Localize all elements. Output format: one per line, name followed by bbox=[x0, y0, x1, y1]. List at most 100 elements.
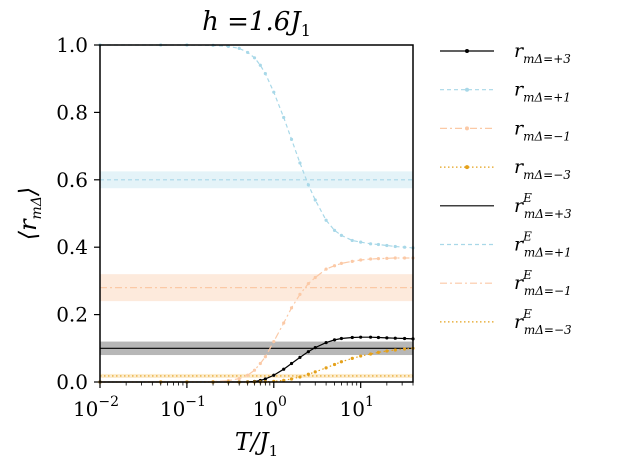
data-point-s1-10 bbox=[272, 90, 276, 94]
data-point-s0-25 bbox=[402, 336, 407, 341]
data-point-s0-23 bbox=[385, 336, 389, 340]
data-point-s1-15 bbox=[313, 198, 317, 202]
data-point-s1-22 bbox=[376, 242, 381, 247]
chart-title: h =1.6J1 bbox=[202, 7, 311, 40]
data-point-s3-19 bbox=[350, 356, 354, 361]
data-point-s2-9 bbox=[263, 355, 267, 359]
data-point-s3-23 bbox=[385, 349, 389, 353]
data-point-s2-19 bbox=[350, 259, 354, 263]
data-point-s2-14 bbox=[306, 281, 310, 286]
data-point-s1-6 bbox=[246, 50, 250, 55]
data-point-s1-7 bbox=[252, 56, 257, 60]
data-point-s0-21 bbox=[368, 335, 373, 339]
data-point-s2-20 bbox=[359, 258, 363, 262]
error-bands bbox=[100, 171, 413, 378]
data-point-s1-11 bbox=[282, 115, 286, 120]
data-point-s3-25 bbox=[402, 347, 407, 351]
y-tick-label: 0.2 bbox=[56, 303, 88, 327]
legend-label-6: rE mΔ=−1 bbox=[514, 268, 572, 298]
series-layer bbox=[98, 43, 415, 384]
data-point-s2-10 bbox=[272, 339, 276, 344]
data-point-s1-13 bbox=[298, 161, 302, 165]
data-point-s2-11 bbox=[282, 321, 286, 325]
legend-marker-0 bbox=[465, 49, 469, 53]
data-point-s2-5 bbox=[237, 377, 241, 381]
data-point-s3-17 bbox=[332, 362, 337, 367]
data-point-s2-12 bbox=[289, 306, 294, 310]
data-point-s1-25 bbox=[402, 245, 407, 249]
plot-frame bbox=[99, 44, 414, 383]
data-point-s2-7 bbox=[252, 368, 257, 372]
legend-label-0: rmΔ=+3 bbox=[514, 40, 571, 66]
legend: rmΔ=+3 rmΔ=+1 rmΔ=−1 rmΔ=−3 rE mΔ=+3 rE mΔ=+1 rE… bbox=[440, 40, 572, 337]
data-point-s2-25 bbox=[402, 256, 407, 260]
legend-label-4: rE mΔ=+3 bbox=[514, 191, 572, 221]
y-tick-label: 0.4 bbox=[56, 235, 88, 259]
axis-ticks: 0.0 0.2 0.4 0.6 0.8 1.0 10−2 10−1 100 101 bbox=[56, 33, 414, 421]
data-point-s1-18 bbox=[339, 233, 344, 238]
data-point-s1-5 bbox=[237, 46, 241, 50]
y-tick-label: 0.6 bbox=[56, 168, 88, 192]
data-point-s0-13 bbox=[298, 355, 302, 359]
x-tick-label: 10−2 bbox=[73, 394, 119, 421]
data-point-s0-11 bbox=[282, 367, 286, 371]
data-point-s0-10 bbox=[272, 373, 276, 377]
data-point-s0-18 bbox=[339, 336, 344, 341]
data-point-s2-24 bbox=[393, 256, 397, 260]
legend-marker-1 bbox=[465, 87, 469, 92]
y-tick-label: 0.0 bbox=[56, 370, 88, 394]
legend-marker-3 bbox=[465, 165, 469, 170]
data-point-s0-24 bbox=[393, 336, 397, 340]
data-point-s0-20 bbox=[359, 335, 363, 339]
data-point-s0-17 bbox=[332, 338, 337, 342]
x-tick-label: 10−1 bbox=[160, 394, 206, 421]
data-point-s1-20 bbox=[359, 240, 363, 244]
data-point-s3-18 bbox=[339, 360, 344, 364]
data-point-s1-12 bbox=[289, 137, 294, 141]
data-point-s2-6 bbox=[246, 373, 250, 377]
data-point-s0-15 bbox=[313, 346, 317, 350]
data-point-s3-20 bbox=[359, 354, 363, 358]
data-point-s1-19 bbox=[350, 238, 354, 243]
data-point-s0-19 bbox=[350, 335, 354, 340]
y-axis-label: ⟨rmΔ⟩ bbox=[14, 187, 45, 241]
data-point-s0-22 bbox=[376, 335, 381, 340]
y-tick-label: 1.0 bbox=[56, 33, 88, 57]
data-point-s1-16 bbox=[324, 218, 328, 222]
data-point-s0-12 bbox=[289, 361, 294, 366]
data-point-s1-24 bbox=[393, 244, 397, 249]
x-tick-label: 101 bbox=[339, 394, 373, 421]
data-point-s1-14 bbox=[306, 183, 310, 187]
data-point-s2-18 bbox=[339, 261, 344, 265]
x-axis-label: T/J1 bbox=[235, 428, 278, 460]
legend-label-3: rmΔ=−3 bbox=[514, 156, 571, 182]
data-point-s1-9 bbox=[263, 72, 267, 76]
data-point-s1-21 bbox=[368, 242, 373, 246]
data-point-s2-8 bbox=[258, 361, 262, 366]
data-point-s1-17 bbox=[332, 228, 337, 232]
data-point-s3-12 bbox=[289, 377, 294, 381]
data-point-s2-23 bbox=[385, 256, 389, 260]
series-line-1 bbox=[100, 44, 414, 249]
x-tick-label: 100 bbox=[253, 394, 287, 421]
data-point-s3-21 bbox=[368, 352, 373, 356]
legend-label-1: rmΔ=+1 bbox=[514, 79, 571, 105]
data-point-s3-14 bbox=[306, 372, 310, 376]
data-point-s2-21 bbox=[368, 257, 373, 261]
data-point-s0-14 bbox=[306, 350, 310, 354]
legend-label-5: rE mΔ=+1 bbox=[514, 230, 572, 260]
data-point-s0-9 bbox=[263, 377, 267, 381]
data-point-s1-8 bbox=[258, 63, 262, 67]
data-point-s2-17 bbox=[332, 264, 337, 268]
legend-marker-2 bbox=[465, 126, 469, 131]
data-point-s3-22 bbox=[376, 350, 381, 354]
legend-label-7: rE mΔ=−3 bbox=[514, 307, 572, 337]
data-point-s3-16 bbox=[324, 366, 328, 370]
data-point-s0-16 bbox=[324, 340, 328, 345]
y-tick-label: 0.8 bbox=[56, 100, 88, 124]
data-point-s2-16 bbox=[324, 267, 328, 271]
data-point-s2-22 bbox=[376, 257, 381, 261]
legend-label-2: rmΔ=−1 bbox=[514, 117, 571, 143]
data-point-s1-23 bbox=[385, 243, 389, 248]
